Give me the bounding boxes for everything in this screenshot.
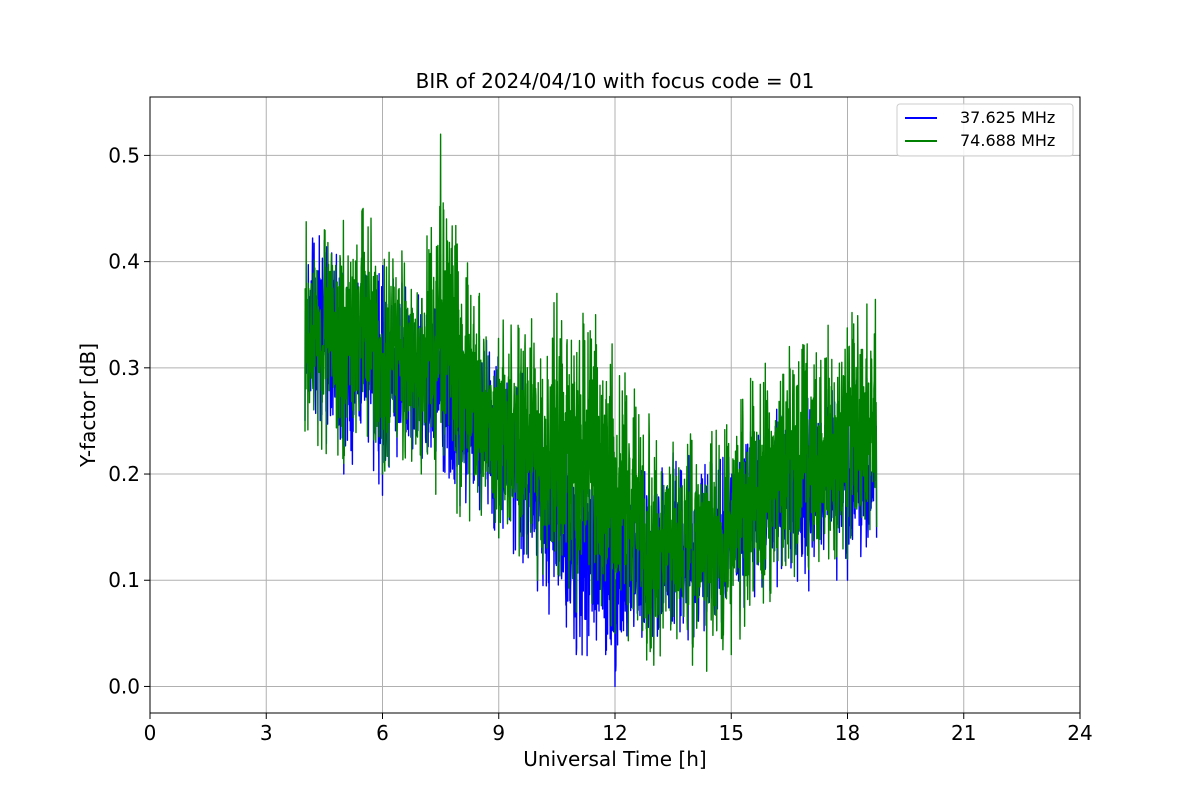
legend-label-37.625-mhz: 37.625 MHz bbox=[960, 108, 1055, 127]
y-tick-label: 0.2 bbox=[108, 462, 140, 486]
y-axis-label: Y-factor [dB] bbox=[76, 343, 100, 468]
y-tick-label: 0.3 bbox=[108, 356, 140, 380]
y-tick-label: 0.5 bbox=[108, 143, 140, 167]
y-tick-label: 0.0 bbox=[108, 674, 140, 698]
legend-box bbox=[896, 103, 1074, 157]
x-tick-label: 12 bbox=[602, 721, 627, 745]
plot-series bbox=[304, 133, 878, 688]
x-tick-label: 6 bbox=[376, 721, 389, 745]
x-tick-label: 3 bbox=[260, 721, 273, 745]
x-axis-label: Universal Time [h] bbox=[523, 747, 706, 771]
x-tick-label: 15 bbox=[719, 721, 744, 745]
chart-title: BIR of 2024/04/10 with focus code = 01 bbox=[416, 69, 815, 93]
x-tick-label: 0 bbox=[144, 721, 157, 745]
series-line-74.688-mhz bbox=[304, 133, 878, 672]
y-axis-ticks: 0.0 0.1 0.2 0.3 0.4 0.5 bbox=[108, 143, 150, 698]
grid-lines bbox=[149, 97, 1081, 713]
x-tick-label: 24 bbox=[1067, 721, 1092, 745]
legend-label-74.688-mhz: 74.688 MHz bbox=[960, 131, 1055, 150]
y-tick-label: 0.1 bbox=[108, 568, 140, 592]
x-tick-label: 18 bbox=[835, 721, 860, 745]
x-axis-ticks: 0 3 6 9 12 15 18 21 24 bbox=[144, 713, 1093, 745]
x-tick-label: 21 bbox=[951, 721, 976, 745]
x-tick-label: 9 bbox=[492, 721, 505, 745]
legend: 37.625 MHz 74.688 MHz bbox=[896, 103, 1074, 157]
y-tick-label: 0.4 bbox=[108, 250, 140, 274]
